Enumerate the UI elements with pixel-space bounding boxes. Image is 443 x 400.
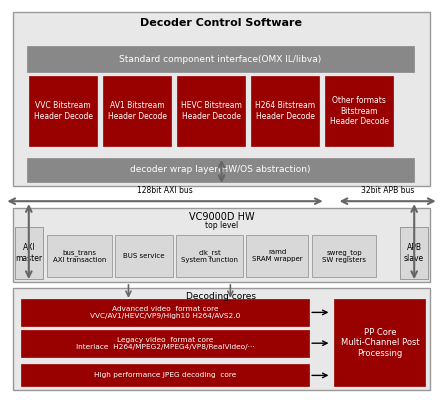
Text: Advanced video  format core
VVC/AV1/HEVC/VP9/High10 H264/AVS2.0: Advanced video format core VVC/AV1/HEVC/… — [90, 306, 241, 319]
FancyBboxPatch shape — [21, 299, 309, 326]
FancyBboxPatch shape — [21, 364, 309, 386]
Text: top level: top level — [205, 221, 238, 230]
FancyBboxPatch shape — [400, 227, 428, 279]
Text: VVC Bitstream
Header Decode: VVC Bitstream Header Decode — [34, 101, 93, 121]
Text: Decoder Control Software: Decoder Control Software — [140, 18, 303, 28]
Text: decoder wrap layer(HW/OS abstraction): decoder wrap layer(HW/OS abstraction) — [130, 166, 311, 174]
FancyBboxPatch shape — [13, 288, 430, 390]
Text: clk_rst
System function: clk_rst System function — [181, 249, 238, 263]
Text: VC9000D HW: VC9000D HW — [189, 212, 254, 222]
FancyBboxPatch shape — [251, 76, 319, 146]
FancyBboxPatch shape — [13, 208, 430, 282]
Text: Other formats
Bitstream
Header Decode: Other formats Bitstream Header Decode — [330, 96, 389, 126]
Text: APB
slave: APB slave — [404, 244, 424, 263]
Text: Decoding cores: Decoding cores — [187, 292, 256, 301]
Text: Standard component interface(OMX IL/libva): Standard component interface(OMX IL/libv… — [119, 54, 322, 64]
Text: PP Core
Multi-Channel Post
Processing: PP Core Multi-Channel Post Processing — [341, 328, 419, 358]
Text: 32bit APB bus: 32bit APB bus — [361, 186, 414, 195]
Text: bus_trans
AXI transaction: bus_trans AXI transaction — [53, 249, 106, 263]
FancyBboxPatch shape — [176, 235, 243, 277]
FancyBboxPatch shape — [325, 76, 393, 146]
FancyBboxPatch shape — [21, 330, 309, 357]
FancyBboxPatch shape — [27, 158, 414, 182]
Text: High performance JPEG decoding  core: High performance JPEG decoding core — [94, 372, 237, 378]
Text: swreg_top
SW registers: swreg_top SW registers — [322, 249, 366, 263]
FancyBboxPatch shape — [312, 235, 376, 277]
FancyBboxPatch shape — [47, 235, 112, 277]
FancyBboxPatch shape — [177, 76, 245, 146]
FancyBboxPatch shape — [334, 299, 425, 386]
FancyBboxPatch shape — [103, 76, 171, 146]
Text: BUS service: BUS service — [123, 253, 165, 259]
Text: 128bit AXI bus: 128bit AXI bus — [137, 186, 193, 195]
Text: AV1 Bitstream
Header Decode: AV1 Bitstream Header Decode — [108, 101, 167, 121]
Text: AXI
master: AXI master — [16, 244, 43, 263]
Text: H264 Bitstream
Header Decode: H264 Bitstream Header Decode — [255, 101, 315, 121]
Text: ramd
SRAM wrapper: ramd SRAM wrapper — [252, 249, 303, 262]
FancyBboxPatch shape — [115, 235, 173, 277]
FancyBboxPatch shape — [13, 12, 430, 186]
Text: Legacy video  format core
Interlace  H264/MPEG2/MPEG4/VP8/RealVideo/···: Legacy video format core Interlace H264/… — [76, 337, 255, 350]
Text: HEVC Bitstream
Header Decode: HEVC Bitstream Header Decode — [181, 101, 241, 121]
FancyBboxPatch shape — [29, 76, 97, 146]
FancyBboxPatch shape — [27, 46, 414, 72]
FancyBboxPatch shape — [15, 227, 43, 279]
FancyBboxPatch shape — [246, 235, 308, 277]
